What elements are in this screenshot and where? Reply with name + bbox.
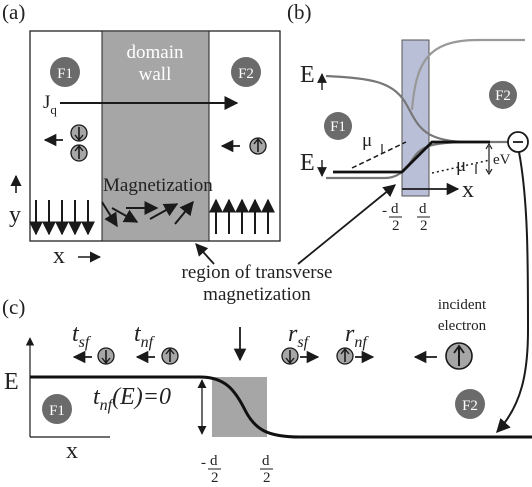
panel-a: (a) domain wall F1 F2 Jq [2, 0, 281, 269]
two-den-c2: 2 [263, 470, 271, 486]
spin-down-electron-icon [70, 124, 88, 142]
band-up-right [410, 38, 525, 111]
incident-label-2: electron [438, 318, 487, 334]
r-nf-label: rnf [345, 321, 369, 351]
panel-b-label: (b) [287, 0, 312, 24]
pointer-to-wall [195, 243, 215, 265]
incident-spin-up-icon [445, 342, 473, 370]
t-sf-label: tsf [72, 321, 92, 351]
f2-badge-c [455, 389, 485, 419]
t-nf-spin-up-icon [161, 347, 179, 365]
panel-c: (c) E x F1 F2 tnf(E)=0 - d 2 d 2 tsf [2, 295, 532, 486]
d-num-b2: d [419, 201, 427, 217]
two-den-b1: 2 [392, 218, 400, 234]
magnetization-label: Magnetization [103, 175, 213, 196]
potential-profile [30, 375, 532, 439]
spin-up-electron-icon [70, 144, 88, 162]
minus-d-b: - [382, 203, 387, 219]
t-nf-label: tnf [134, 321, 156, 351]
incident-label-1: incident [438, 297, 487, 313]
mu-down-label: μ [456, 155, 466, 176]
region-label-group: region of transverse magnetization [182, 184, 396, 362]
ev-label: eV [493, 152, 511, 168]
magnetization-arrows-rotating [101, 200, 194, 228]
region-label-2: magnetization [203, 284, 311, 305]
f1-badge-c [42, 394, 72, 424]
panel-c-label: (c) [2, 295, 25, 319]
y-axis-label: y [9, 202, 21, 228]
tnf-equation: tnf(E)=0 [93, 384, 171, 414]
f1-badge-a [50, 57, 80, 87]
e-down-label: E [300, 150, 315, 176]
f2-badge-a [231, 57, 261, 87]
connector-arrow [496, 151, 530, 434]
f2-label-a: F2 [238, 66, 254, 82]
r-nf-spin-up-icon [336, 347, 354, 365]
mu-up-dashed [351, 141, 407, 169]
transverse-band [401, 39, 430, 197]
d-num-c1: d [210, 453, 218, 469]
panel-a-label: (a) [2, 0, 25, 24]
d-num-c2: d [262, 453, 270, 469]
band-up-left [325, 74, 510, 144]
r-sf-spin-down-icon [281, 347, 299, 365]
domain-wall-label-1: domain [127, 42, 184, 63]
pointer-to-band [297, 184, 396, 265]
d-num-b1: d [391, 201, 399, 217]
x-axis-label-c: x [66, 438, 78, 464]
x-axis-label-a: x [53, 243, 65, 269]
f1-label-c: F1 [49, 403, 65, 419]
band-down [326, 140, 471, 180]
two-den-b2: 2 [420, 218, 428, 234]
spin-up-electron-icon [249, 137, 267, 155]
magnetization-arrows-right [209, 198, 275, 234]
f1-label-a: F1 [57, 66, 73, 82]
mu-profile [333, 140, 490, 174]
region-label-1: region of transverse [182, 262, 333, 283]
domain-wall-label-2: wall [139, 64, 172, 85]
e-axis-label: E [4, 369, 19, 395]
mu-up-label: μ [362, 130, 372, 151]
f2-label-b: F2 [495, 88, 511, 104]
f2-badge-b [489, 81, 517, 109]
f2-label-c: F2 [462, 398, 478, 414]
e-up-label: E [300, 62, 315, 88]
two-den-c1: 2 [211, 470, 219, 486]
magnetization-arrows-left [29, 200, 95, 236]
f1-badge-b [324, 112, 352, 140]
t-sf-spin-down-icon [97, 347, 115, 365]
f1-label-b: F1 [330, 119, 346, 135]
current-label: Jq [43, 92, 57, 117]
x-axis-label-b: x [462, 177, 474, 203]
panel-b: (b) E E F1 F2 μ μ eV x - d 2 d [287, 0, 529, 234]
minus-d-c: - [201, 455, 206, 471]
r-sf-label: rsf [288, 321, 311, 351]
